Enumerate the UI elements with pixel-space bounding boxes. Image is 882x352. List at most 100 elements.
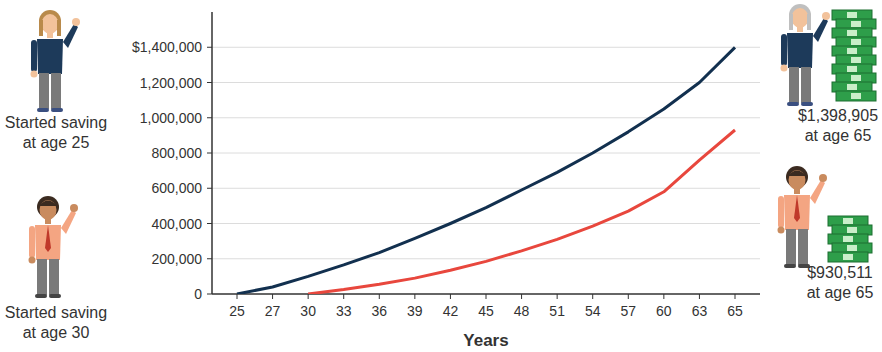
head [792, 8, 809, 28]
x-tick-label: 63 [692, 303, 708, 319]
annotation: Started saving [5, 114, 107, 131]
series-line [308, 130, 735, 294]
bill-center [847, 227, 857, 233]
bill-center [851, 57, 861, 63]
hair [807, 14, 811, 30]
x-tick-label: 54 [585, 303, 601, 319]
y-axis [211, 12, 213, 294]
leg [51, 73, 61, 109]
x-tick [450, 294, 451, 299]
x-tick [521, 294, 522, 299]
torso [787, 33, 813, 68]
x-tick [628, 294, 629, 299]
tie [794, 195, 800, 222]
grid-line [212, 47, 760, 48]
bill-center [843, 254, 853, 260]
x-tick [486, 294, 487, 299]
y-tick-label: 0 [194, 286, 202, 302]
x-tick [592, 294, 593, 299]
x-tick-label: 57 [620, 303, 636, 319]
x-axis-label: Years [463, 331, 508, 350]
annotation: $930,511 [807, 264, 873, 281]
x-tick [379, 294, 380, 299]
x-tick [699, 294, 700, 299]
bill-center [851, 39, 861, 45]
money-stack [832, 10, 876, 101]
hand [822, 12, 830, 20]
y-tick-label: 200,000 [151, 251, 202, 267]
hand [31, 71, 38, 78]
x-tick-label: 33 [336, 303, 352, 319]
x-tick [663, 294, 664, 299]
bill-center [847, 30, 857, 36]
grid-line [212, 188, 760, 189]
money-stack [828, 216, 872, 262]
leg [786, 229, 796, 265]
y-tick-label: 400,000 [151, 216, 202, 232]
leg [37, 259, 47, 295]
annotation: at age 65 [807, 284, 874, 301]
shoe [49, 294, 61, 298]
hand [819, 174, 827, 182]
neck [47, 33, 53, 38]
arm [63, 24, 78, 48]
bill-center [843, 218, 853, 224]
hair [39, 20, 43, 36]
arm [778, 196, 784, 228]
leg [39, 73, 49, 109]
x-tick-label: 65 [727, 303, 743, 319]
neck [797, 27, 803, 32]
grid-line [212, 223, 760, 224]
person-icon [31, 10, 81, 112]
series-group [237, 47, 735, 294]
person-icon [778, 166, 828, 268]
arm [810, 180, 825, 204]
hair [788, 171, 806, 177]
head [789, 170, 806, 190]
person-icon [781, 4, 831, 106]
x-tick-label: 45 [478, 303, 494, 319]
bill-center [851, 21, 861, 27]
arm [813, 18, 828, 42]
arm [781, 34, 787, 66]
neck [45, 219, 51, 224]
bill-center [843, 236, 853, 242]
y-tick-label: 1,200,000 [140, 75, 202, 91]
hand [29, 257, 36, 264]
hair [39, 201, 57, 207]
series-line [237, 47, 735, 294]
annotation: at age 65 [805, 127, 872, 144]
torso [37, 39, 63, 74]
leg [49, 259, 59, 295]
bill-center [847, 12, 857, 18]
head [40, 200, 57, 220]
hair [57, 20, 61, 36]
grid-line [212, 82, 760, 83]
x-tick [735, 294, 736, 299]
bill-center [851, 75, 861, 81]
chart: 0200,000400,000600,000800,0001,000,0001,… [0, 0, 882, 352]
x-tick [343, 294, 344, 299]
bill-center [847, 84, 857, 90]
x-tick [308, 294, 309, 299]
x-tick-label: 39 [407, 303, 423, 319]
leg [798, 229, 808, 265]
hand [70, 204, 78, 212]
y-tick-label: $1,400,000 [132, 39, 202, 55]
bill-center [851, 93, 861, 99]
y-tick-label: 600,000 [151, 180, 202, 196]
torso [35, 225, 61, 260]
tie [45, 225, 51, 252]
bill-center [847, 66, 857, 72]
annotation: Started saving [5, 304, 107, 321]
shoe [37, 108, 49, 112]
bill-center [847, 48, 857, 54]
x-tick-label: 36 [371, 303, 387, 319]
x-tick [237, 294, 238, 299]
x-tick-label: 27 [265, 303, 281, 319]
shoe [784, 264, 796, 268]
head [42, 14, 59, 34]
annotation: at age 30 [23, 324, 90, 341]
arm [29, 226, 35, 258]
shoe [35, 294, 47, 298]
